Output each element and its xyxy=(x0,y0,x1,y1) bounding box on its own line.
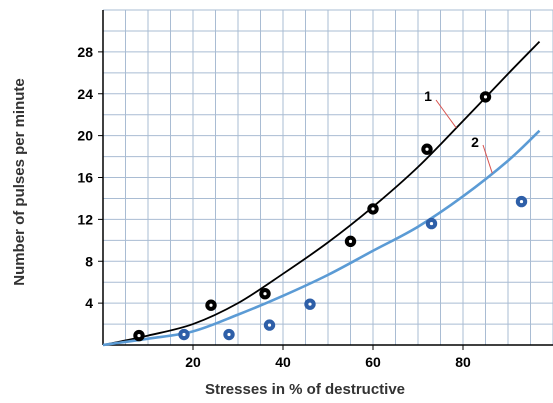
series-2-point xyxy=(304,298,316,310)
tick-labels: 4 8 12 16 20 24 28 20 40 60 80 xyxy=(77,44,471,370)
point-center xyxy=(425,147,429,151)
series-2-curve xyxy=(102,129,541,347)
y-tick-label: 20 xyxy=(77,128,93,144)
axes xyxy=(98,10,553,350)
point-center xyxy=(209,303,213,307)
point-center xyxy=(371,207,375,211)
point-center xyxy=(263,292,267,296)
point-center xyxy=(308,302,312,306)
series-1-point xyxy=(367,203,379,215)
y-tick-label: 16 xyxy=(77,170,93,186)
series-1-point xyxy=(344,235,357,248)
series-1-point xyxy=(421,143,433,155)
series-1-curve xyxy=(102,40,541,346)
y-tick-label: 24 xyxy=(77,86,93,102)
curve-label-1: 1 xyxy=(424,88,432,104)
y-tick-label: 8 xyxy=(85,253,93,269)
curve-labels: 12 xyxy=(424,88,493,174)
label-pointer xyxy=(482,144,493,174)
y-tick-label: 12 xyxy=(77,211,93,227)
point-center xyxy=(483,95,488,99)
y-tick-label: 4 xyxy=(85,295,93,311)
point-center xyxy=(348,239,353,243)
series-2-point xyxy=(515,195,528,208)
label-pointer xyxy=(435,99,457,129)
series-2-point xyxy=(178,328,190,341)
point-center xyxy=(227,332,231,337)
point-center xyxy=(137,333,141,338)
series-2-point xyxy=(223,328,235,341)
point-center xyxy=(267,323,272,327)
x-tick-label: 60 xyxy=(365,354,381,370)
x-tick-label: 40 xyxy=(275,354,291,370)
grid xyxy=(103,9,553,345)
curves xyxy=(102,40,541,347)
x-axis-title: Stresses in % of destructive xyxy=(205,381,405,398)
series-1-point xyxy=(133,329,145,342)
series-1-point xyxy=(479,91,492,103)
point-center xyxy=(519,199,524,204)
series-2-point xyxy=(263,319,276,331)
data-points xyxy=(133,91,528,342)
curve-label-2: 2 xyxy=(471,134,479,150)
point-center xyxy=(182,332,186,337)
x-tick-label: 80 xyxy=(455,354,471,370)
series-2-point xyxy=(425,217,438,230)
y-tick-label: 28 xyxy=(77,44,93,60)
series-1-point xyxy=(205,299,217,311)
point-center xyxy=(429,221,434,226)
x-tick-label: 20 xyxy=(185,354,201,370)
series-1-point xyxy=(259,288,271,300)
y-axis-title: Number of pulses per minute xyxy=(11,78,28,286)
